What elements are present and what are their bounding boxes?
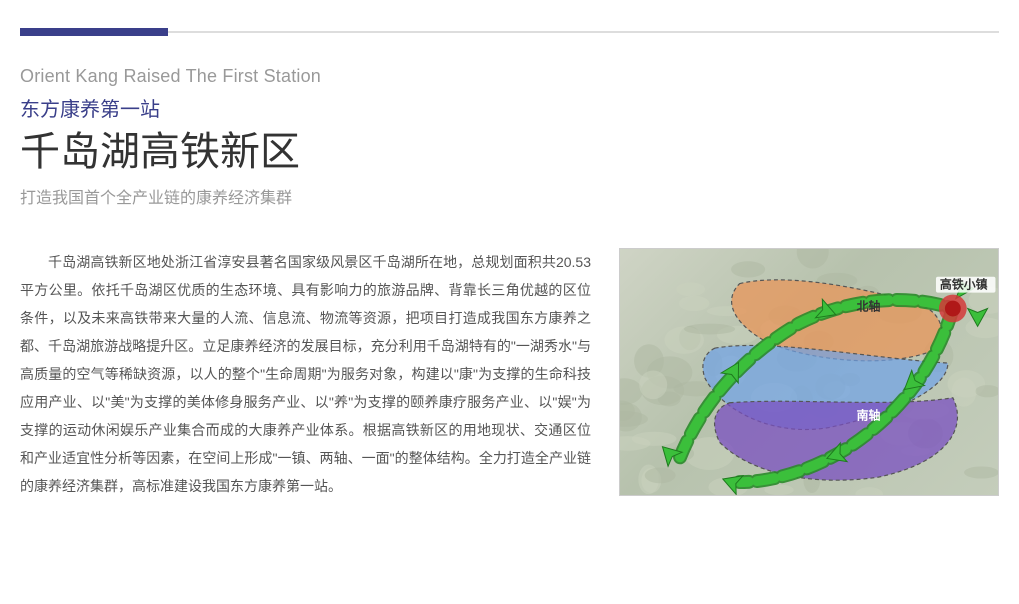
accent-divider [20,28,999,36]
accent-bar [20,28,168,36]
body-paragraph: 千岛湖高铁新区地处浙江省淳安县著名国家级风景区千岛湖所在地，总规划面积共20.5… [20,248,591,500]
svg-text:高铁小镇: 高铁小镇 [940,278,988,292]
content-row: 千岛湖高铁新区地处浙江省淳安县著名国家级风景区千岛湖所在地，总规划面积共20.5… [20,248,999,500]
chinese-subtitle: 东方康养第一站 [20,93,999,122]
page-title: 千岛湖高铁新区 [20,126,999,178]
planning-map: 北轴南轴 高铁小镇 [619,248,999,496]
svg-text:南轴: 南轴 [857,409,881,423]
svg-text:北轴: 北轴 [857,300,881,314]
english-subtitle: Orient Kang Raised The First Station [20,66,999,87]
tagline: 打造我国首个全产业链的康养经济集群 [20,184,999,208]
map-svg: 北轴南轴 高铁小镇 [620,249,998,495]
accent-bar-rest [168,31,999,33]
